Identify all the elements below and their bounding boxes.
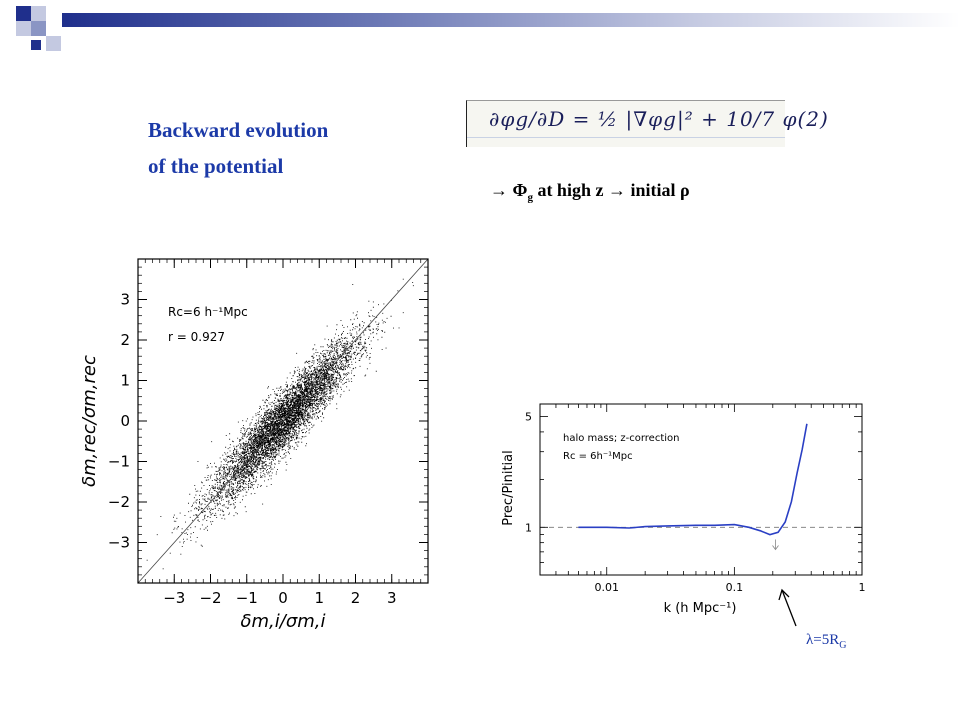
ratio-y-axis-label: Prec/Pinitial	[501, 450, 516, 526]
scatter-annotation-r: r = 0.927	[168, 330, 225, 344]
scatter-y-tick-label: 1	[120, 372, 130, 390]
scatter-y-tick-label: 3	[120, 291, 130, 309]
ratio-marker-arrow-head	[772, 545, 779, 551]
ratio-series-line	[578, 423, 808, 536]
ratio-y-tick-label: 1	[525, 521, 532, 534]
ratio-axes: 0.01 0.1 1 1 5	[525, 403, 866, 594]
slide-title-line-1: Backward evolution	[148, 118, 329, 142]
arrow-statement-sub: g	[527, 191, 533, 204]
deco-square-dark	[16, 6, 31, 21]
annotation-pointer-line	[781, 589, 797, 627]
scatter-x-tick-label: −2	[199, 589, 221, 607]
ratio-x-axis-label: k (h Mpc⁻¹)	[664, 601, 737, 616]
scatter-y-tick-label: −1	[108, 453, 130, 471]
ratio-frame	[539, 403, 863, 576]
scatter-y-tick-label: −3	[108, 534, 130, 552]
ratio-annotation-method: halo mass; z-correction	[563, 433, 679, 444]
lambda-annotation-prefix: λ=5R	[806, 632, 840, 648]
scatter-y-axis-label: δm,rec/σm,rec	[79, 355, 100, 487]
header-gradient-bar	[62, 13, 960, 27]
scatter-x-tick-label: 1	[314, 589, 324, 607]
deco-square-light	[16, 21, 31, 36]
ratio-x-tick-label: 1	[859, 581, 866, 594]
scatter-x-tick-label: −3	[163, 589, 185, 607]
scatter-annotation-rc: Rc=6 h⁻¹Mpc	[168, 305, 248, 319]
equation-ruled-line	[467, 137, 785, 138]
arrow-statement: → Φg at high z → initial ρ	[490, 180, 690, 204]
ratio-annotation-rc: Rc = 6h⁻¹Mpc	[563, 451, 633, 462]
deco-square-dark	[31, 40, 41, 50]
lambda-annotation: λ=5RG	[806, 632, 846, 651]
corner-decoration	[16, 6, 61, 51]
scatter-x-tick-label: 0	[278, 589, 288, 607]
ratio-x-tick-label: 0.01	[594, 581, 619, 594]
scatter-x-tick-label: 3	[387, 589, 397, 607]
scatter-y-tick-label: 2	[120, 331, 130, 349]
equation-text: ∂φg/∂D = ½ |∇φg|² + 10/7 φ(2)	[489, 107, 829, 131]
scatter-y-tick-label: 0	[120, 412, 130, 430]
scatter-x-tick-label: −1	[236, 589, 258, 607]
ratio-x-tick-label: 0.1	[726, 581, 744, 594]
equation-image: ∂φg/∂D = ½ |∇φg|² + 10/7 φ(2)	[466, 100, 828, 147]
scatter-diagonal-line	[137, 258, 429, 584]
deco-square-light	[31, 6, 46, 21]
scatter-x-tick-label: 2	[351, 589, 361, 607]
deco-square-light	[46, 36, 61, 51]
arrow-statement-prefix: → Φ	[490, 180, 528, 200]
lambda-annotation-sub: G	[839, 640, 847, 651]
scatter-x-axis-label: δm,i/σm,i	[241, 611, 326, 632]
deco-square-mid	[31, 21, 46, 36]
annotation-pointer-head	[778, 588, 790, 601]
scatter-axes: −3 −2 −1 0 1 2 3 −3 −2 −1 0 1 2 3	[108, 258, 429, 607]
slide-title-line-2: of the potential	[148, 154, 284, 178]
arrow-statement-rest: at high z → initial ρ	[532, 180, 690, 200]
scatter-y-tick-label: −2	[108, 493, 130, 511]
ratio-y-tick-label: 5	[525, 411, 532, 424]
